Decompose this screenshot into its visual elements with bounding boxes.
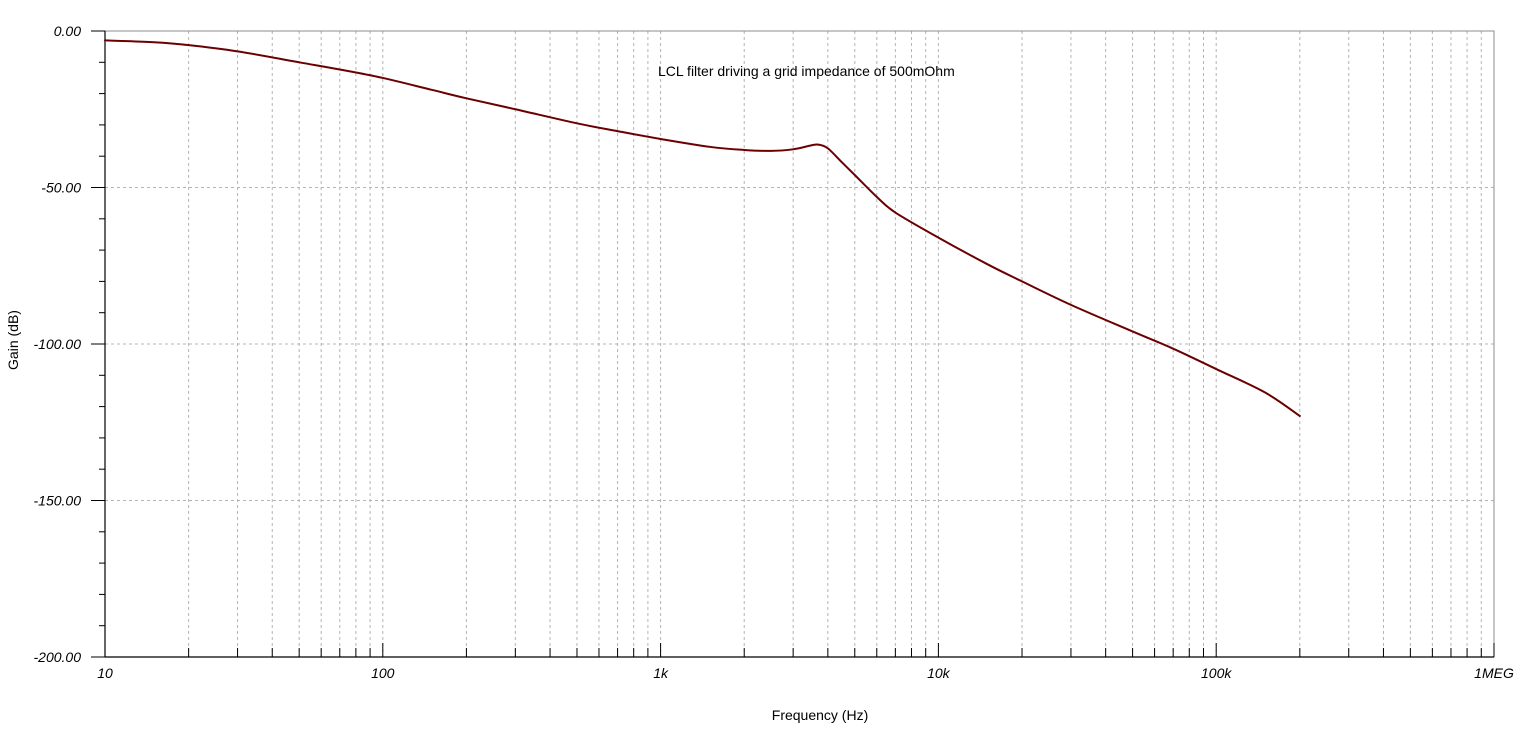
- x-tick-label: 10: [97, 665, 113, 681]
- y-tick-label: -100.00: [34, 336, 82, 352]
- tick-marks: [91, 30, 1495, 658]
- plot-border: [104, 30, 1495, 658]
- plot-frame: [104, 30, 1495, 658]
- x-tick-label: 100k: [1201, 665, 1232, 681]
- y-tick-label: -150.00: [34, 493, 82, 509]
- tick-labels: 10 100 1k 10k 100k 1MEG 0.00 -50.00 -100.00 -150.…: [34, 23, 1514, 681]
- y-tick-label: 0.00: [54, 23, 81, 39]
- gain-series-line: [104, 39, 1301, 417]
- chart-annotation: LCL filter driving a grid impedance of 5…: [658, 63, 955, 79]
- y-axis-title: Gain (dB): [5, 310, 21, 370]
- y-tick-label: -50.00: [41, 180, 81, 196]
- x-tick-label: 1MEG: [1474, 665, 1514, 681]
- x-axis-title: Frequency (Hz): [772, 707, 868, 723]
- x-tick-label: 1k: [653, 665, 669, 681]
- grid-lines: [105, 31, 1494, 657]
- x-tick-label: 10k: [927, 665, 951, 681]
- y-tick-label: -200.00: [34, 649, 82, 665]
- series-lines: [104, 39, 1301, 417]
- x-tick-label: 100: [371, 665, 395, 681]
